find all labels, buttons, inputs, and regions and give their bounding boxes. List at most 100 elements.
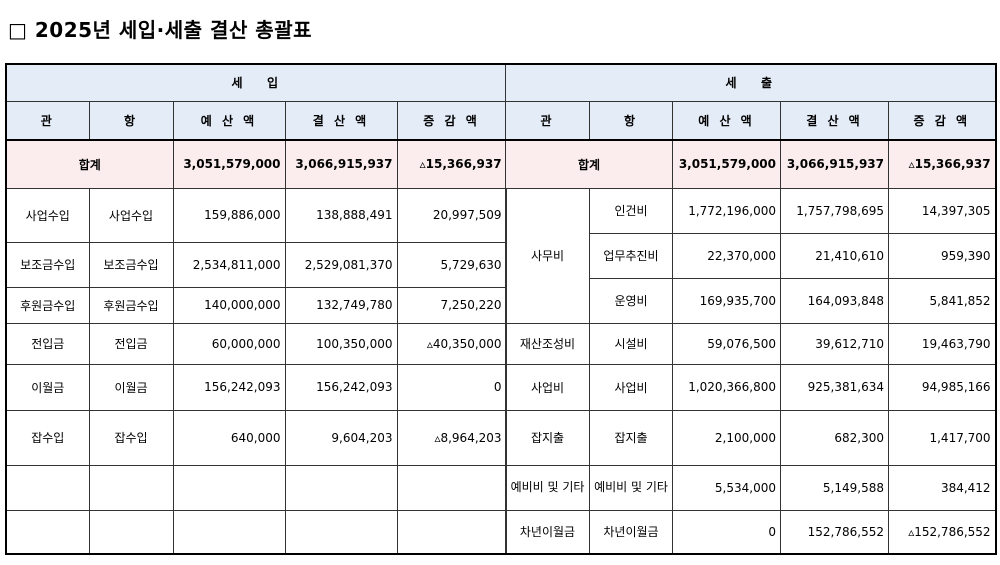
cell-budget: 0 bbox=[672, 509, 781, 555]
cell-diff bbox=[396, 464, 507, 511]
cell-settled: 1,757,798,695 bbox=[780, 187, 889, 234]
cell-gwan: 잡지출 bbox=[505, 409, 590, 466]
cell-settled: 138,888,491 bbox=[284, 187, 398, 243]
cell-budget: 1,020,366,800 bbox=[672, 363, 781, 411]
table-row: 이월금 이월금 156,242,093 156,242,093 0 bbox=[5, 363, 507, 411]
table-row: 잡수입 잡수입 640,000 9,604,203 ▵8,964,203 bbox=[5, 409, 507, 466]
cell-hang bbox=[88, 464, 174, 511]
cell-hang: 잡지출 bbox=[589, 409, 673, 466]
col-settled: 결 산 액 bbox=[284, 100, 398, 141]
cell-diff: 0 bbox=[396, 363, 507, 411]
cell-hang: 운영비 bbox=[589, 277, 673, 324]
cell-settled bbox=[284, 464, 398, 511]
cell-settled: 925,381,634 bbox=[780, 363, 889, 411]
cell-hang: 업무추진비 bbox=[589, 232, 673, 279]
col-diff: 증 감 액 bbox=[887, 100, 997, 141]
cell-diff: 384,412 bbox=[887, 464, 997, 511]
cell-hang: 사업수입 bbox=[88, 187, 174, 243]
table-row: 잡지출 잡지출 2,100,000 682,300 1,417,700 bbox=[505, 409, 997, 466]
col-hang: 항 bbox=[88, 100, 174, 141]
cell-hang: 인건비 bbox=[589, 187, 673, 234]
cell-diff: 20,997,509 bbox=[396, 187, 507, 243]
revenue-total-row: 합계 3,051,579,000 3,066,915,937 ▵15,366,9… bbox=[5, 139, 507, 189]
cell-hang: 보조금수입 bbox=[88, 241, 174, 288]
cell-budget: 59,076,500 bbox=[672, 322, 781, 365]
cell-settled: 152,786,552 bbox=[780, 509, 889, 555]
table-row: 운영비 169,935,700 164,093,848 5,841,852 bbox=[506, 277, 997, 324]
cell-diff bbox=[396, 509, 507, 555]
col-diff: 증 감 액 bbox=[396, 100, 507, 141]
cell-gwan: 사업수입 bbox=[5, 187, 90, 243]
cell-budget: 169,935,700 bbox=[672, 277, 781, 324]
cell-diff: 19,463,790 bbox=[887, 322, 997, 365]
cell-diff: 14,397,305 bbox=[887, 187, 997, 234]
cell-hang bbox=[88, 509, 174, 555]
cell-diff: ▵152,786,552 bbox=[887, 509, 997, 555]
cell-diff: 5,729,630 bbox=[396, 241, 507, 288]
cell-diff: 5,841,852 bbox=[887, 277, 997, 324]
cell-diff: 1,417,700 bbox=[887, 409, 997, 466]
cell-budget bbox=[172, 509, 286, 555]
cell-diff: ▵8,964,203 bbox=[396, 409, 507, 466]
cell-gwan: 이월금 bbox=[5, 363, 90, 411]
cell-budget: 2,100,000 bbox=[672, 409, 781, 466]
cell-hang: 차년이월금 bbox=[589, 509, 673, 555]
revenue-table: 세 입 관 항 예 산 액 결 산 액 증 감 액 합계 3,051,579,0… bbox=[5, 63, 507, 555]
table-row: 재산조성비 시설비 59,076,500 39,612,710 19,463,790 bbox=[505, 322, 997, 365]
table-row: 차년이월금 차년이월금 0 152,786,552 ▵152,786,552 bbox=[505, 509, 997, 555]
cell-settled: 21,410,610 bbox=[780, 232, 889, 279]
cell-budget: 156,242,093 bbox=[172, 363, 286, 411]
cell-hang: 후원금수입 bbox=[88, 286, 174, 324]
cell-gwan: 차년이월금 bbox=[505, 509, 590, 555]
table-row: 전입금 전입금 60,000,000 100,350,000 ▵40,350,000 bbox=[5, 322, 507, 365]
cell-settled: 39,612,710 bbox=[780, 322, 889, 365]
col-settled: 결 산 액 bbox=[780, 100, 889, 141]
cell-hang: 전입금 bbox=[88, 322, 174, 365]
expenditure-header: 세 출 bbox=[504, 63, 997, 102]
cell-diff: ▵40,350,000 bbox=[396, 322, 507, 365]
cell-gwan: 후원금수입 bbox=[5, 286, 90, 324]
cell-budget: 5,534,000 bbox=[672, 464, 781, 511]
col-budget: 예 산 액 bbox=[672, 100, 781, 141]
cell-settled: 100,350,000 bbox=[284, 322, 398, 365]
cell-hang: 이월금 bbox=[88, 363, 174, 411]
cell-settled: 682,300 bbox=[780, 409, 889, 466]
cell-budget: 60,000,000 bbox=[172, 322, 286, 365]
table-row: 업무추진비 22,370,000 21,410,610 959,390 bbox=[506, 232, 997, 279]
cell-gwan bbox=[5, 509, 90, 555]
cell-settled: 164,093,848 bbox=[780, 277, 889, 324]
cell-gwan: 사무비 bbox=[505, 187, 590, 324]
cell-budget: 2,534,811,000 bbox=[172, 241, 286, 288]
cell-diff: 959,390 bbox=[887, 232, 997, 279]
cell-settled: 2,529,081,370 bbox=[284, 241, 398, 288]
cell-budget: 140,000,000 bbox=[172, 286, 286, 324]
cell-settled: 5,149,588 bbox=[780, 464, 889, 511]
col-gwan: 관 bbox=[5, 100, 90, 141]
expenditure-total-row: 합계 3,051,579,000 3,066,915,937 ▵15,366,9… bbox=[505, 139, 997, 189]
revenue-header: 세 입 bbox=[5, 63, 507, 102]
expenditure-table: 세 출 관 항 예 산 액 결 산 액 증 감 액 합계 3,051,579,0… bbox=[504, 63, 997, 555]
cell-hang: 시설비 bbox=[589, 322, 673, 365]
table-row bbox=[5, 464, 507, 511]
cell-hang: 사업비 bbox=[589, 363, 673, 411]
cell-budget bbox=[172, 464, 286, 511]
cell-settled bbox=[284, 509, 398, 555]
page-title: □ 2025년 세입·세출 결산 총괄표 bbox=[8, 18, 313, 42]
cell-budget: 159,886,000 bbox=[172, 187, 286, 243]
table-row: 보조금수입 보조금수입 2,534,811,000 2,529,081,370 5,72… bbox=[5, 241, 507, 288]
cell-diff: 94,985,166 bbox=[887, 363, 997, 411]
table-row: 사업수입 사업수입 159,886,000 138,888,491 20,997,509 bbox=[5, 187, 507, 243]
cell-settled: 132,749,780 bbox=[284, 286, 398, 324]
cell-gwan: 사업비 bbox=[505, 363, 590, 411]
cell-gwan: 전입금 bbox=[5, 322, 90, 365]
cell-gwan: 보조금수입 bbox=[5, 241, 90, 288]
cell-gwan: 재산조성비 bbox=[505, 322, 590, 365]
cell-diff: 7,250,220 bbox=[396, 286, 507, 324]
table-row: 예비비 및 기타 예비비 및 기타 5,534,000 5,149,588 384,41… bbox=[505, 464, 997, 511]
cell-settled: 9,604,203 bbox=[284, 409, 398, 466]
cell-hang: 예비비 및 기타 bbox=[589, 464, 673, 511]
cell-budget: 640,000 bbox=[172, 409, 286, 466]
col-hang: 항 bbox=[589, 100, 673, 141]
cell-budget: 22,370,000 bbox=[672, 232, 781, 279]
table-row: 사업비 사업비 1,020,366,800 925,381,634 94,985,166 bbox=[505, 363, 997, 411]
